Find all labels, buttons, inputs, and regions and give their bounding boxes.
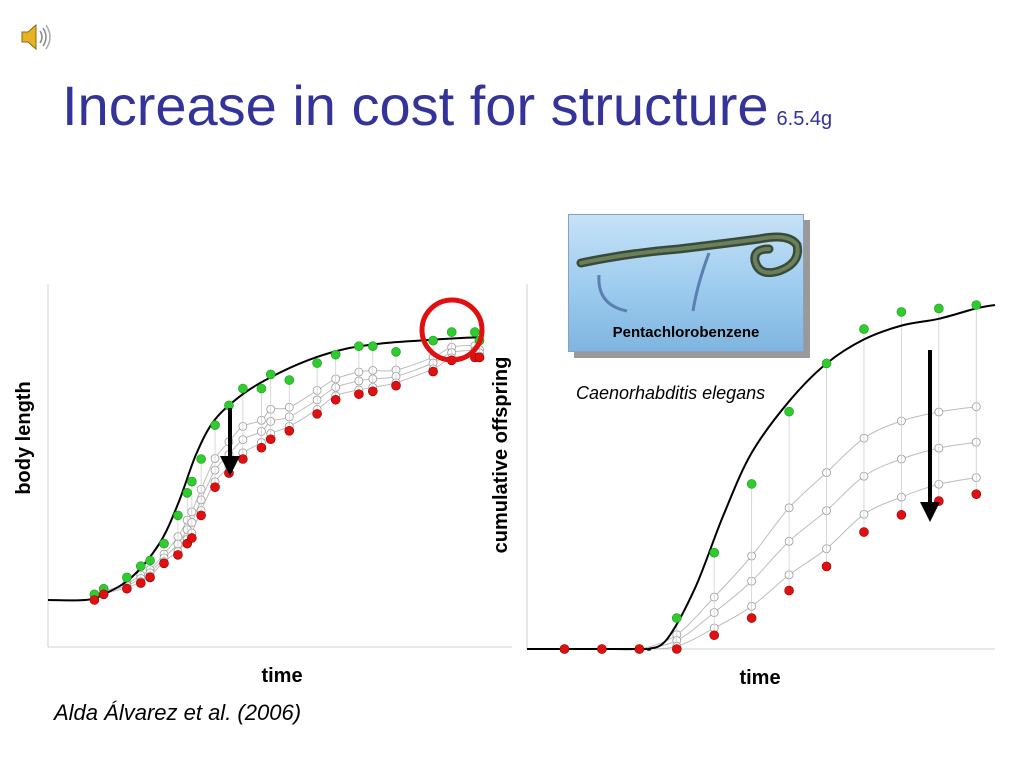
chart1-treated-point [312,409,322,419]
chart1-control-point [159,538,169,549]
chart2-control-point [671,613,682,623]
chart1-ylabel: body length [13,381,35,494]
chart2-treated-point [896,510,907,520]
chart2-treated-point [934,496,944,506]
chart2-control-point [784,406,794,417]
chart1-highlight-circle [419,297,485,363]
chart1-treated-point [210,482,220,493]
chart1-treated-point [98,589,109,600]
chart1-control-point [210,420,220,430]
chart2-control-point [821,358,832,369]
chart1-treated-point [89,595,100,605]
chart1-treated-point [136,578,146,588]
chart1-control-point [367,341,378,352]
species-name: Caenorhabditis elegans [576,383,766,403]
slide-title: Increase in cost for structure 6.5.4g [62,78,832,134]
chart2-control-curve [527,304,996,651]
chart1-control-point [136,561,146,571]
chart2-dose-curve [564,406,977,651]
chart1-control-point [145,555,155,566]
chart2-treated-point [971,489,982,500]
chart2-treated-point [784,585,794,596]
chart2-ylabel: cumulative offspring [490,357,512,554]
chart1-control-point [354,341,364,352]
citation: Alda Álvarez et al. (2006) [54,700,302,725]
chart1-treated-point [265,434,276,445]
chart1-treated-point [173,550,183,560]
chart2-control-point [746,479,757,489]
chart1-control-point [187,476,197,487]
chart1-treated-point [122,583,132,594]
chart2-treated-point [709,630,720,641]
chart2-treated-point [821,561,832,572]
chart2-xlabel: time [739,667,780,689]
chart1-control-point [330,349,341,360]
speaker-icon[interactable] [18,20,54,54]
worm-photo: Pentachlorobenzene [568,214,804,352]
chart2-dose-curve [564,441,977,651]
chart1-treated-point [367,386,378,397]
chart1-control-point [182,488,192,498]
chart2-dose-curve [564,477,977,650]
chart1-control-curve [47,336,480,602]
chart1-control-point [446,327,457,337]
slide-number: 6.5.4g [776,108,833,130]
chart1-control-point [284,375,295,385]
chart1-treated-point [354,389,364,399]
worm-image [576,232,803,313]
chart1-treated-point [145,572,155,583]
chart1-treated-point [238,454,248,464]
chart1-treated-point [187,533,197,543]
chart1-treated-point [391,380,401,391]
chart1-treated-point [284,425,295,436]
chart2-control-point [971,300,982,310]
chart1-xlabel: time [261,665,302,687]
chart1-control-point [428,335,438,346]
chart2-control-point [934,303,944,314]
chart1-control-point [256,383,267,394]
chart1-control-point [238,383,248,394]
chart1-control-point [196,454,206,464]
chart2-treated-point [859,527,869,537]
chart1-control-point [312,358,322,368]
chart1-control-point [265,369,276,380]
chart2-treated-point [671,644,682,654]
chart2-control-point [896,307,907,317]
chart2-control-point [859,324,869,334]
chart2-treated-point [559,644,570,654]
chart2-treated-point [634,644,645,654]
chart1-control-point [391,347,401,357]
chart2-control-point [709,547,720,558]
chart1-treated-point [159,558,169,569]
chart1-control-point [173,510,183,521]
chart2-treated-point [746,613,757,623]
chart1-control-point [122,572,132,583]
body-length-chart [47,284,512,648]
photo-label: Pentachlorobenzene [612,324,760,341]
chart2-treated-point [597,644,607,654]
chart1-treated-point [474,352,485,363]
chart1-treated-point [330,394,341,405]
chart1-treated-point [428,366,438,377]
chart1-treated-point [256,442,267,453]
chart1-control-point [470,327,480,337]
chart1-treated-point [196,510,206,521]
title-text: Increase in cost for structure [62,74,769,137]
cumulative-offspring-chart [526,284,996,654]
chart1-treated-point [224,468,234,478]
